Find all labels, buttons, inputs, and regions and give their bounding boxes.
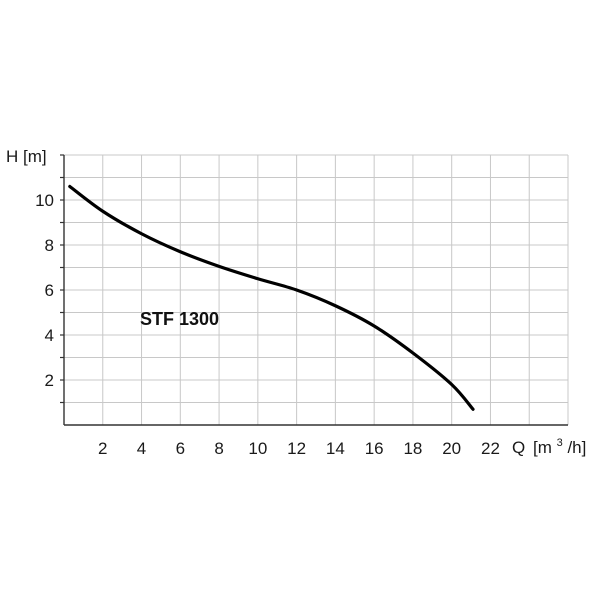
x-axis-unit-sup: 3 xyxy=(557,437,563,449)
axes xyxy=(60,154,568,426)
x-tick-label: 8 xyxy=(214,439,223,458)
grid xyxy=(64,154,569,425)
x-tick-label: 18 xyxy=(403,439,422,458)
x-tick-label: 6 xyxy=(176,439,185,458)
y-tick-label: 6 xyxy=(45,281,54,300)
series-label: STF 1300 xyxy=(140,309,219,329)
x-tick-label: 12 xyxy=(287,439,306,458)
y-tick-label: 10 xyxy=(35,191,54,210)
series-line xyxy=(68,184,475,411)
x-axis-label: Q [m 3 /h] xyxy=(512,431,586,457)
x-tick-label: 20 xyxy=(442,439,461,458)
x-tick-label: 10 xyxy=(248,439,267,458)
x-axis-unit-suffix: /h] xyxy=(567,438,586,457)
y-tick-label: 4 xyxy=(45,326,54,345)
x-tick-label: 22 xyxy=(481,439,500,458)
x-axis-name: Q xyxy=(512,438,525,457)
x-tick-label: 2 xyxy=(98,439,107,458)
y-tick-label: 2 xyxy=(45,371,54,390)
y-axis-label: H [m] xyxy=(6,147,47,166)
series-group xyxy=(68,184,475,411)
x-tick-label: 16 xyxy=(365,439,384,458)
y-tick-label: 8 xyxy=(45,236,54,255)
x-tick-label: 4 xyxy=(137,439,146,458)
x-tick-label: 14 xyxy=(326,439,345,458)
x-axis-unit-prefix: [m xyxy=(533,438,552,457)
